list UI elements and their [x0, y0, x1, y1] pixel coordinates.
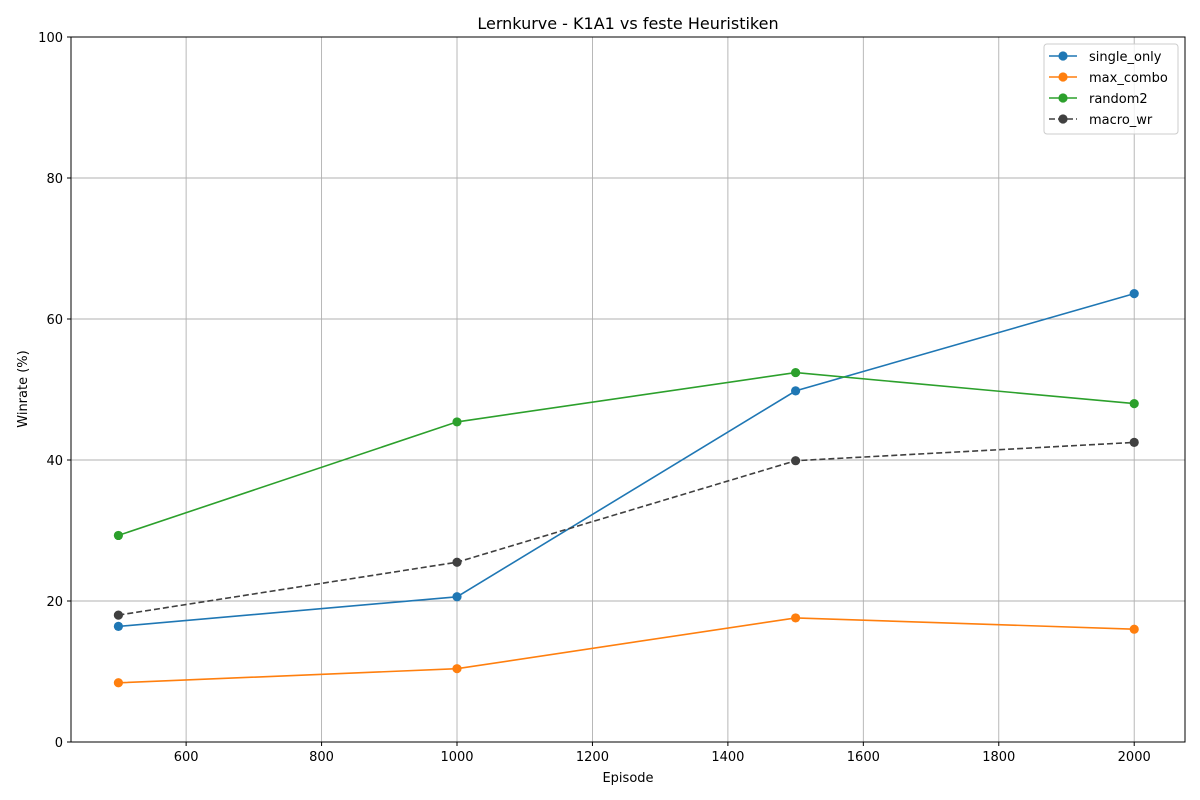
x-tick-label: 600: [174, 750, 199, 765]
data-point-single_only: [791, 386, 801, 396]
data-point-macro_wr: [791, 456, 801, 466]
data-point-macro_wr: [113, 610, 124, 620]
data-point-single_only: [1129, 289, 1139, 299]
data-point-max_combo: [791, 613, 801, 623]
series-layer: [113, 289, 1139, 688]
x-axis-label: Episode: [602, 771, 653, 786]
legend-label: random2: [1089, 92, 1148, 107]
data-point-max_combo: [113, 678, 124, 688]
legend-label: macro_wr: [1089, 113, 1153, 128]
series-max_combo: [113, 613, 1139, 688]
legend: single_only max_combo random2 macro_wr: [1043, 43, 1179, 135]
legend-item-random2: random2: [1049, 92, 1148, 107]
legend-item-single_only: single_only: [1049, 50, 1162, 65]
legend-item-macro_wr: macro_wr: [1049, 113, 1153, 128]
series-single_only: [113, 289, 1139, 631]
legend-label: single_only: [1089, 50, 1162, 65]
legend-marker: [1058, 51, 1068, 61]
y-tick-label: 20: [46, 595, 63, 610]
legend-marker: [1058, 114, 1068, 124]
data-point-macro_wr: [1129, 437, 1139, 447]
data-point-random2: [1129, 399, 1139, 409]
x-tick-label: 1600: [847, 750, 880, 765]
x-tick-label: 1800: [982, 750, 1015, 765]
x-tick-label: 800: [309, 750, 334, 765]
series-line-single_only: [118, 292, 1135, 628]
series-random2: [113, 367, 1139, 541]
legend-label: max_combo: [1089, 71, 1168, 86]
x-tick-label: 1000: [440, 750, 473, 765]
data-point-random2: [452, 417, 462, 427]
data-point-random2: [113, 530, 124, 541]
plot-frame: [70, 36, 1186, 743]
x-tick-label: 2000: [1118, 750, 1151, 765]
chart-title: Lernkurve - K1A1 vs feste Heuristiken: [477, 14, 778, 33]
series-line-random2: [118, 371, 1135, 537]
data-point-random2: [791, 367, 801, 378]
data-point-max_combo: [452, 664, 462, 674]
x-tick-label: 1200: [576, 750, 609, 765]
legend-marker: [1058, 93, 1068, 103]
x-tick-label: 1400: [711, 750, 744, 765]
data-point-single_only: [452, 592, 462, 602]
y-tick-label: 0: [55, 736, 63, 751]
y-axis-label: Winrate (%): [16, 350, 31, 427]
y-tick-label: 60: [46, 313, 63, 328]
series-line-macro_wr: [118, 441, 1135, 616]
legend-item-max_combo: max_combo: [1049, 71, 1168, 86]
data-point-max_combo: [1129, 624, 1139, 634]
y-tick-label: 100: [38, 31, 63, 46]
data-point-macro_wr: [452, 557, 462, 567]
series-line-max_combo: [118, 617, 1135, 684]
legend-marker: [1058, 72, 1068, 82]
ticks: 600 800 1000 1200 1400 1600 1800 2000 0 20 40 60 80 1…: [38, 31, 1151, 765]
series-macro_wr: [113, 437, 1139, 620]
data-point-single_only: [113, 621, 124, 631]
y-tick-label: 40: [46, 454, 63, 469]
legend-box: [1043, 43, 1179, 135]
y-tick-label: 80: [46, 172, 63, 187]
